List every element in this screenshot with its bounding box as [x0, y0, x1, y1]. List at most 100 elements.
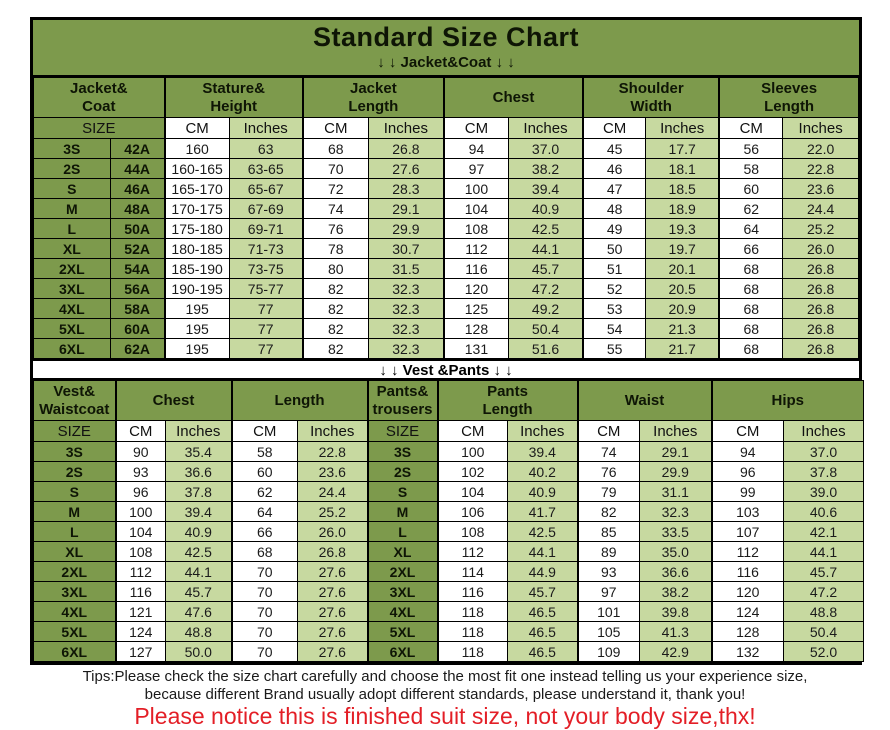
value-cell: 66 — [718, 238, 784, 259]
value-cell: 17.7 — [645, 138, 720, 159]
subheader-inches: Inches — [507, 117, 584, 139]
value-cell: 22.0 — [782, 138, 859, 159]
value-cell: 101 — [576, 601, 640, 622]
value-cell: 45.7 — [507, 581, 578, 602]
tips-line-1: Tips:Please check the size chart careful… — [82, 668, 808, 685]
value-cell: 27.6 — [297, 581, 368, 602]
size-cell: M — [33, 198, 111, 219]
value-cell: 64 — [718, 218, 784, 239]
value-cell: 46.5 — [507, 621, 578, 642]
size-cell: 44A — [109, 158, 166, 179]
value-cell: 74 — [576, 441, 640, 462]
value-cell: 56 — [718, 138, 784, 159]
value-cell: 64 — [230, 501, 298, 522]
column-group-row: Jacket& Coat Stature& Height Jacket Length… — [32, 77, 860, 118]
value-cell: 44.1 — [507, 238, 584, 259]
value-cell: 102 — [436, 461, 508, 482]
value-cell: 39.0 — [783, 481, 865, 502]
subheader-size: SIZE — [366, 420, 438, 442]
size-cell: 5XL — [33, 621, 116, 642]
value-cell: 63 — [228, 138, 304, 159]
value-cell: 77 — [228, 318, 304, 339]
subheader-inches: Inches — [783, 420, 865, 442]
size-cell: XL — [33, 238, 111, 259]
size-cell: 48A — [109, 198, 166, 219]
value-cell: 53 — [582, 298, 647, 319]
value-cell: 108 — [436, 521, 508, 542]
value-cell: 31.1 — [638, 481, 713, 502]
group-header-waist: Waist — [576, 380, 713, 421]
value-cell: 68 — [718, 338, 784, 359]
value-cell: 108 — [442, 218, 509, 239]
size-cell: 2XL — [33, 258, 111, 279]
size-row-6xl: 6XL 127 50.0 70 27.6 6XL 118 46.5 109 42.9 132 52.0 — [33, 641, 865, 662]
value-cell: 27.6 — [297, 621, 368, 642]
size-row-3s: 3S 90 35.4 58 22.8 3S 100 39.4 74 29.1 94 37.0 — [33, 441, 865, 462]
size-cell: S — [366, 481, 438, 502]
value-cell: 18.9 — [645, 198, 720, 219]
value-cell: 89 — [576, 541, 640, 562]
subheader-cm: CM — [442, 117, 509, 139]
value-cell: 40.9 — [507, 198, 584, 219]
value-cell: 72 — [301, 178, 369, 199]
value-cell: 120 — [442, 278, 509, 299]
size-cell: 2S — [366, 461, 438, 482]
size-cell: 2S — [33, 158, 111, 179]
value-cell: 38.2 — [638, 581, 713, 602]
size-cell: L — [366, 521, 438, 542]
value-cell: 32.3 — [367, 298, 445, 319]
value-cell: 82 — [576, 501, 640, 522]
size-row-2s: 2S 44A 160-165 63-65 70 27.6 97 38.2 46 18.1 58 22.… — [33, 158, 859, 179]
subheader-size: SIZE — [33, 420, 116, 442]
value-cell: 40.6 — [783, 501, 865, 522]
value-cell: 68 — [230, 541, 298, 562]
subheader-cm: CM — [576, 420, 640, 442]
value-cell: 103 — [710, 501, 785, 522]
size-cell: 2XL — [33, 561, 116, 582]
group-header-stature-height: Stature& Height — [163, 77, 304, 118]
value-cell: 114 — [436, 561, 508, 582]
value-cell: 21.3 — [645, 318, 720, 339]
value-cell: 132 — [710, 641, 785, 662]
value-cell: 97 — [442, 158, 509, 179]
size-cell: 2S — [33, 461, 116, 482]
page-title: Standard Size Chart — [312, 22, 580, 52]
value-cell: 50.0 — [165, 641, 232, 662]
value-cell: 71-73 — [228, 238, 304, 259]
value-cell: 105 — [576, 621, 640, 642]
value-cell: 104 — [114, 521, 166, 542]
value-cell: 68 — [301, 138, 369, 159]
group-header-length: Length — [230, 380, 368, 421]
group-header-pants-length: Pants Length — [436, 380, 578, 421]
value-cell: 190-195 — [163, 278, 230, 299]
size-cell: 4XL — [33, 298, 111, 319]
size-row-m: M 100 39.4 64 25.2 M 106 41.7 82 32.3 103 40.6 — [33, 501, 865, 522]
size-row-5xl: 5XL 124 48.8 70 27.6 5XL 118 46.5 105 41.3 128 50.4 — [33, 621, 865, 642]
value-cell: 49 — [582, 218, 647, 239]
value-cell: 85 — [576, 521, 640, 542]
size-cell: S — [33, 481, 116, 502]
value-cell: 37.8 — [165, 481, 232, 502]
value-cell: 195 — [163, 338, 230, 359]
value-cell: 106 — [436, 501, 508, 522]
value-cell: 42.5 — [507, 218, 584, 239]
value-cell: 116 — [442, 258, 509, 279]
value-cell: 39.8 — [638, 601, 713, 622]
size-row-4xl: 4XL 58A 195 77 82 32.3 125 49.2 53 20.9 68 26.8 — [33, 298, 859, 319]
value-cell: 93 — [576, 561, 640, 582]
value-cell: 124 — [710, 601, 785, 622]
value-cell: 108 — [114, 541, 166, 562]
group-header-jacket-length: Jacket Length — [301, 77, 445, 118]
value-cell: 55 — [582, 338, 647, 359]
size-cell: 5XL — [366, 621, 438, 642]
value-cell: 39.4 — [165, 501, 232, 522]
size-row-xl: XL 52A 180-185 71-73 78 30.7 112 44.1 50 19.7 66 26… — [33, 238, 859, 259]
value-cell: 121 — [114, 601, 166, 622]
column-group-row: Vest& Waistcoat Chest Length Pants& trouser… — [33, 380, 865, 421]
group-header-jacket-coat: Jacket& Coat — [32, 77, 166, 118]
value-cell: 112 — [442, 238, 509, 259]
value-cell: 52 — [582, 278, 647, 299]
value-cell: 112 — [436, 541, 508, 562]
size-cell: 2XL — [366, 561, 438, 582]
value-cell: 24.4 — [782, 198, 859, 219]
